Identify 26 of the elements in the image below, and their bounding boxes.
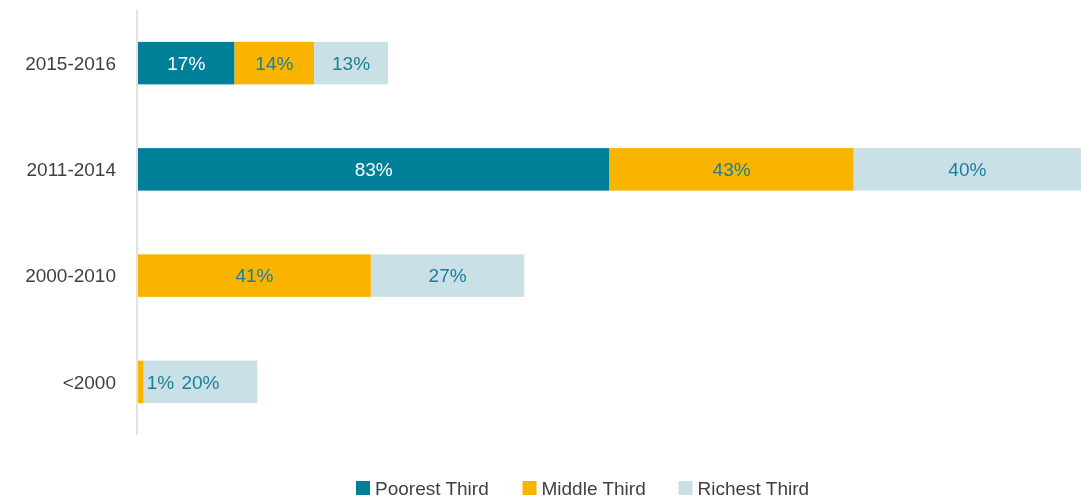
bar — [138, 41, 235, 85]
y-tick-label: <2000 — [62, 371, 116, 393]
bar — [234, 41, 315, 85]
bar — [138, 360, 144, 404]
bar — [853, 148, 1081, 191]
bar — [138, 148, 610, 191]
y-tick-label: 2015-2016 — [25, 52, 116, 74]
y-tick-label: 2011-2014 — [26, 159, 117, 181]
bar — [370, 254, 525, 297]
legend-label: Middle Third — [541, 477, 646, 499]
data-label: 1% — [146, 371, 175, 393]
bar — [138, 254, 371, 297]
data-label: 41% — [235, 265, 274, 287]
data-label: 20% — [181, 371, 220, 393]
data-label: 43% — [712, 159, 751, 181]
data-label: 83% — [354, 159, 393, 181]
data-label: 40% — [948, 159, 987, 181]
data-label: 27% — [428, 265, 467, 287]
data-label: 14% — [255, 52, 294, 74]
data-label: 17% — [167, 52, 206, 74]
bar — [314, 41, 388, 85]
data-label: 13% — [332, 52, 371, 74]
y-tick-label: 2000-2010 — [25, 265, 116, 287]
legend-label: Poorest Third — [375, 477, 489, 499]
legend-label: Richest Third — [697, 477, 810, 499]
bar — [609, 148, 854, 191]
